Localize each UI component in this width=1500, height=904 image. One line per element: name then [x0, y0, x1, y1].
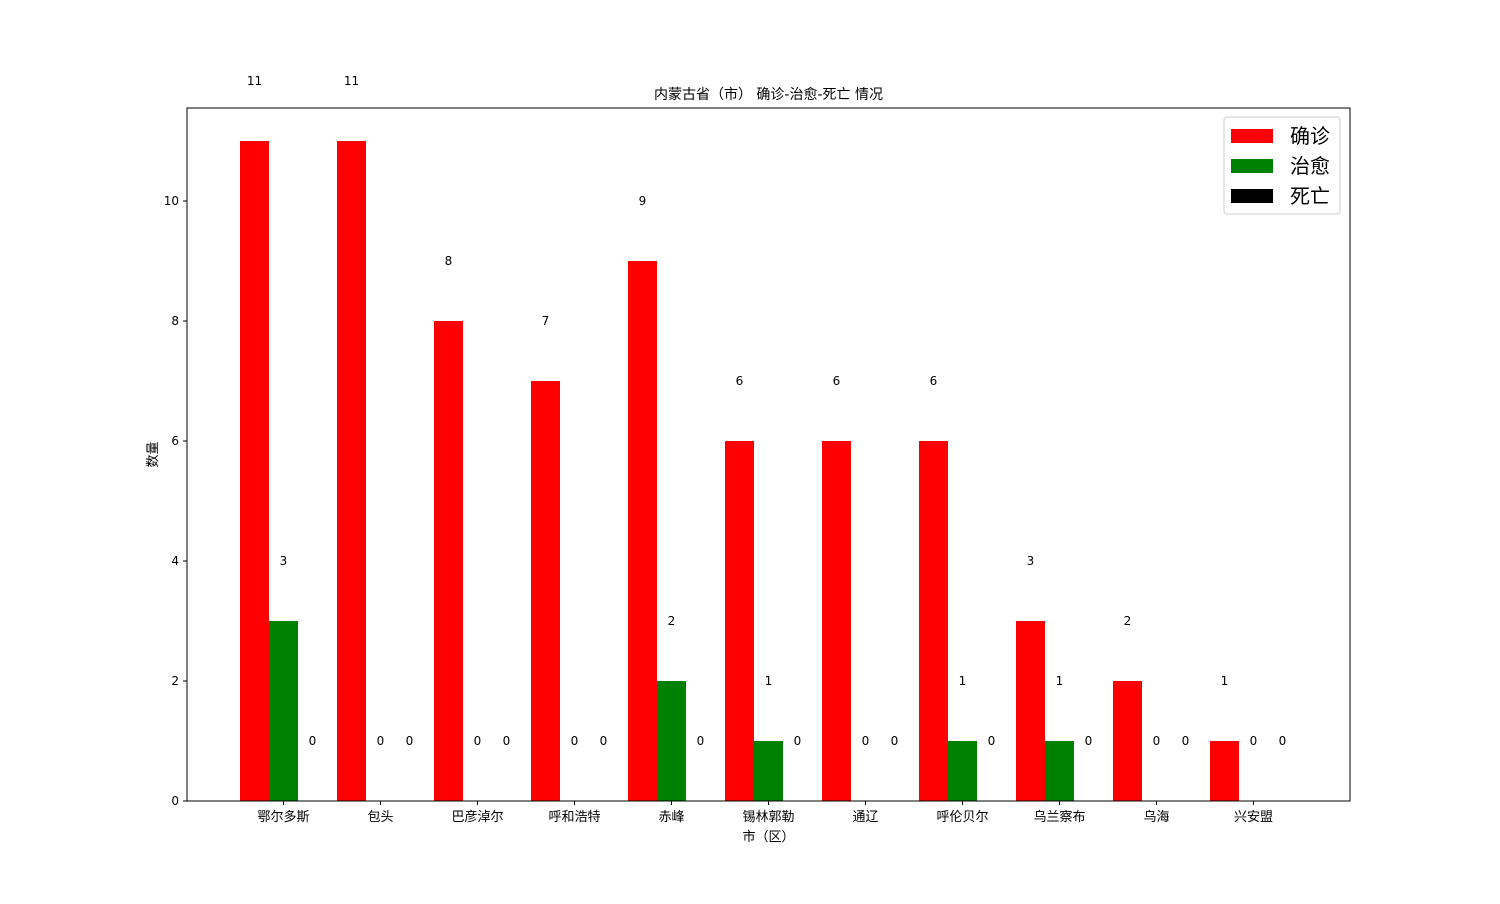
- value-label-确诊-呼伦贝尔: 6: [930, 374, 938, 388]
- value-label-确诊-乌兰察布: 3: [1027, 554, 1035, 568]
- legend-label-死亡: 死亡: [1290, 184, 1330, 208]
- x-tick-label: 呼伦贝尔: [936, 810, 988, 825]
- value-label-确诊-包头: 11: [344, 74, 359, 88]
- value-label-死亡-包头: 0: [406, 734, 414, 748]
- y-tick-label: 4: [171, 554, 179, 568]
- bar-确诊-鄂尔多斯: [240, 141, 269, 801]
- bar-治愈-呼伦贝尔: [948, 741, 977, 801]
- value-label-死亡-兴安盟: 0: [1279, 734, 1287, 748]
- y-tick-label: 8: [171, 314, 179, 328]
- bar-治愈-锡林郭勒: [754, 741, 783, 801]
- value-label-死亡-呼伦贝尔: 0: [988, 734, 996, 748]
- value-labels-layer: 11 3 0 11 0 0 8 0 0 7 0 0 9 2 0 6 1 0 6 0 0 6 1 0 3 1 0 2 0 0 1 0 0: [247, 74, 1286, 748]
- bar-确诊-锡林郭勒: [725, 441, 754, 801]
- value-label-治愈-赤峰: 2: [668, 614, 676, 628]
- value-label-确诊-鄂尔多斯: 11: [247, 74, 262, 88]
- value-label-治愈-呼和浩特: 0: [571, 734, 579, 748]
- legend-swatch-确诊: [1231, 129, 1273, 143]
- value-label-死亡-锡林郭勒: 0: [794, 734, 802, 748]
- value-label-治愈-包头: 0: [377, 734, 385, 748]
- bar-确诊-呼伦贝尔: [919, 441, 948, 801]
- value-label-确诊-赤峰: 9: [639, 194, 647, 208]
- bar-确诊-包头: [337, 141, 366, 801]
- value-label-死亡-乌海: 0: [1182, 734, 1190, 748]
- value-label-死亡-呼和浩特: 0: [600, 734, 608, 748]
- value-label-确诊-兴安盟: 1: [1221, 674, 1229, 688]
- value-label-确诊-通辽: 6: [833, 374, 841, 388]
- bar-确诊-兴安盟: [1210, 741, 1239, 801]
- x-tick-label: 鄂尔多斯: [257, 809, 309, 825]
- x-tick-label: 通辽: [852, 810, 878, 825]
- value-label-确诊-巴彦淖尔: 8: [445, 254, 453, 268]
- x-tick-label: 乌海: [1143, 809, 1169, 825]
- x-axis-label: 市（区）: [742, 829, 794, 845]
- value-label-死亡-赤峰: 0: [697, 734, 705, 748]
- x-tick-label: 呼和浩特: [548, 810, 600, 825]
- y-tick-label: 2: [171, 674, 179, 688]
- x-tick-label: 乌兰察布: [1033, 809, 1085, 825]
- value-label-死亡-乌兰察布: 0: [1085, 734, 1093, 748]
- x-tick-label: 包头: [367, 810, 393, 825]
- x-tick-label: 赤峰: [658, 810, 684, 825]
- bar-治愈-乌兰察布: [1045, 741, 1074, 801]
- value-label-治愈-呼伦贝尔: 1: [959, 674, 967, 688]
- bar-确诊-赤峰: [628, 261, 657, 801]
- value-label-死亡-巴彦淖尔: 0: [503, 734, 511, 748]
- bar-确诊-通辽: [822, 441, 851, 801]
- x-axis-ticks: 鄂尔多斯 包头 巴彦淖尔 呼和浩特 赤峰 锡林郭勒 通辽 呼伦贝尔 乌兰察布 乌海 兴安盟: [257, 801, 1273, 825]
- y-axis-label: 数量: [146, 441, 161, 467]
- value-label-治愈-乌海: 0: [1153, 734, 1161, 748]
- value-label-治愈-通辽: 0: [862, 734, 870, 748]
- value-label-治愈-巴彦淖尔: 0: [474, 734, 482, 748]
- value-label-治愈-乌兰察布: 1: [1056, 674, 1064, 688]
- value-label-治愈-鄂尔多斯: 3: [280, 554, 288, 568]
- value-label-治愈-兴安盟: 0: [1250, 734, 1258, 748]
- bar-治愈-赤峰: [657, 681, 686, 801]
- x-tick-label: 兴安盟: [1234, 810, 1273, 825]
- value-label-死亡-通辽: 0: [891, 734, 899, 748]
- value-label-治愈-锡林郭勒: 1: [765, 674, 773, 688]
- legend-label-治愈: 治愈: [1290, 154, 1330, 178]
- legend-label-确诊: 确诊: [1290, 124, 1330, 148]
- y-axis-ticks: 0 2 4 6 8 10: [164, 194, 187, 808]
- bar-确诊-乌海: [1113, 681, 1142, 801]
- legend-swatch-治愈: [1231, 159, 1273, 173]
- bar-确诊-乌兰察布: [1016, 621, 1045, 801]
- bar-治愈-鄂尔多斯: [269, 621, 298, 801]
- y-tick-label: 0: [171, 794, 179, 808]
- y-tick-label: 10: [164, 194, 179, 208]
- bar-确诊-呼和浩特: [531, 381, 560, 801]
- chart-title: 内蒙古省（市） 确诊-治愈-死亡 情况: [654, 86, 883, 103]
- bar-确诊-巴彦淖尔: [434, 321, 463, 801]
- value-label-确诊-锡林郭勒: 6: [736, 374, 744, 388]
- value-label-确诊-乌海: 2: [1124, 614, 1132, 628]
- x-tick-label: 巴彦淖尔: [451, 809, 503, 825]
- bars-layer: [240, 141, 1239, 801]
- value-label-确诊-呼和浩特: 7: [542, 314, 550, 328]
- x-tick-label: 锡林郭勒: [742, 809, 794, 825]
- value-label-死亡-鄂尔多斯: 0: [309, 734, 317, 748]
- legend-swatch-死亡: [1231, 189, 1273, 203]
- y-tick-label: 6: [171, 434, 179, 448]
